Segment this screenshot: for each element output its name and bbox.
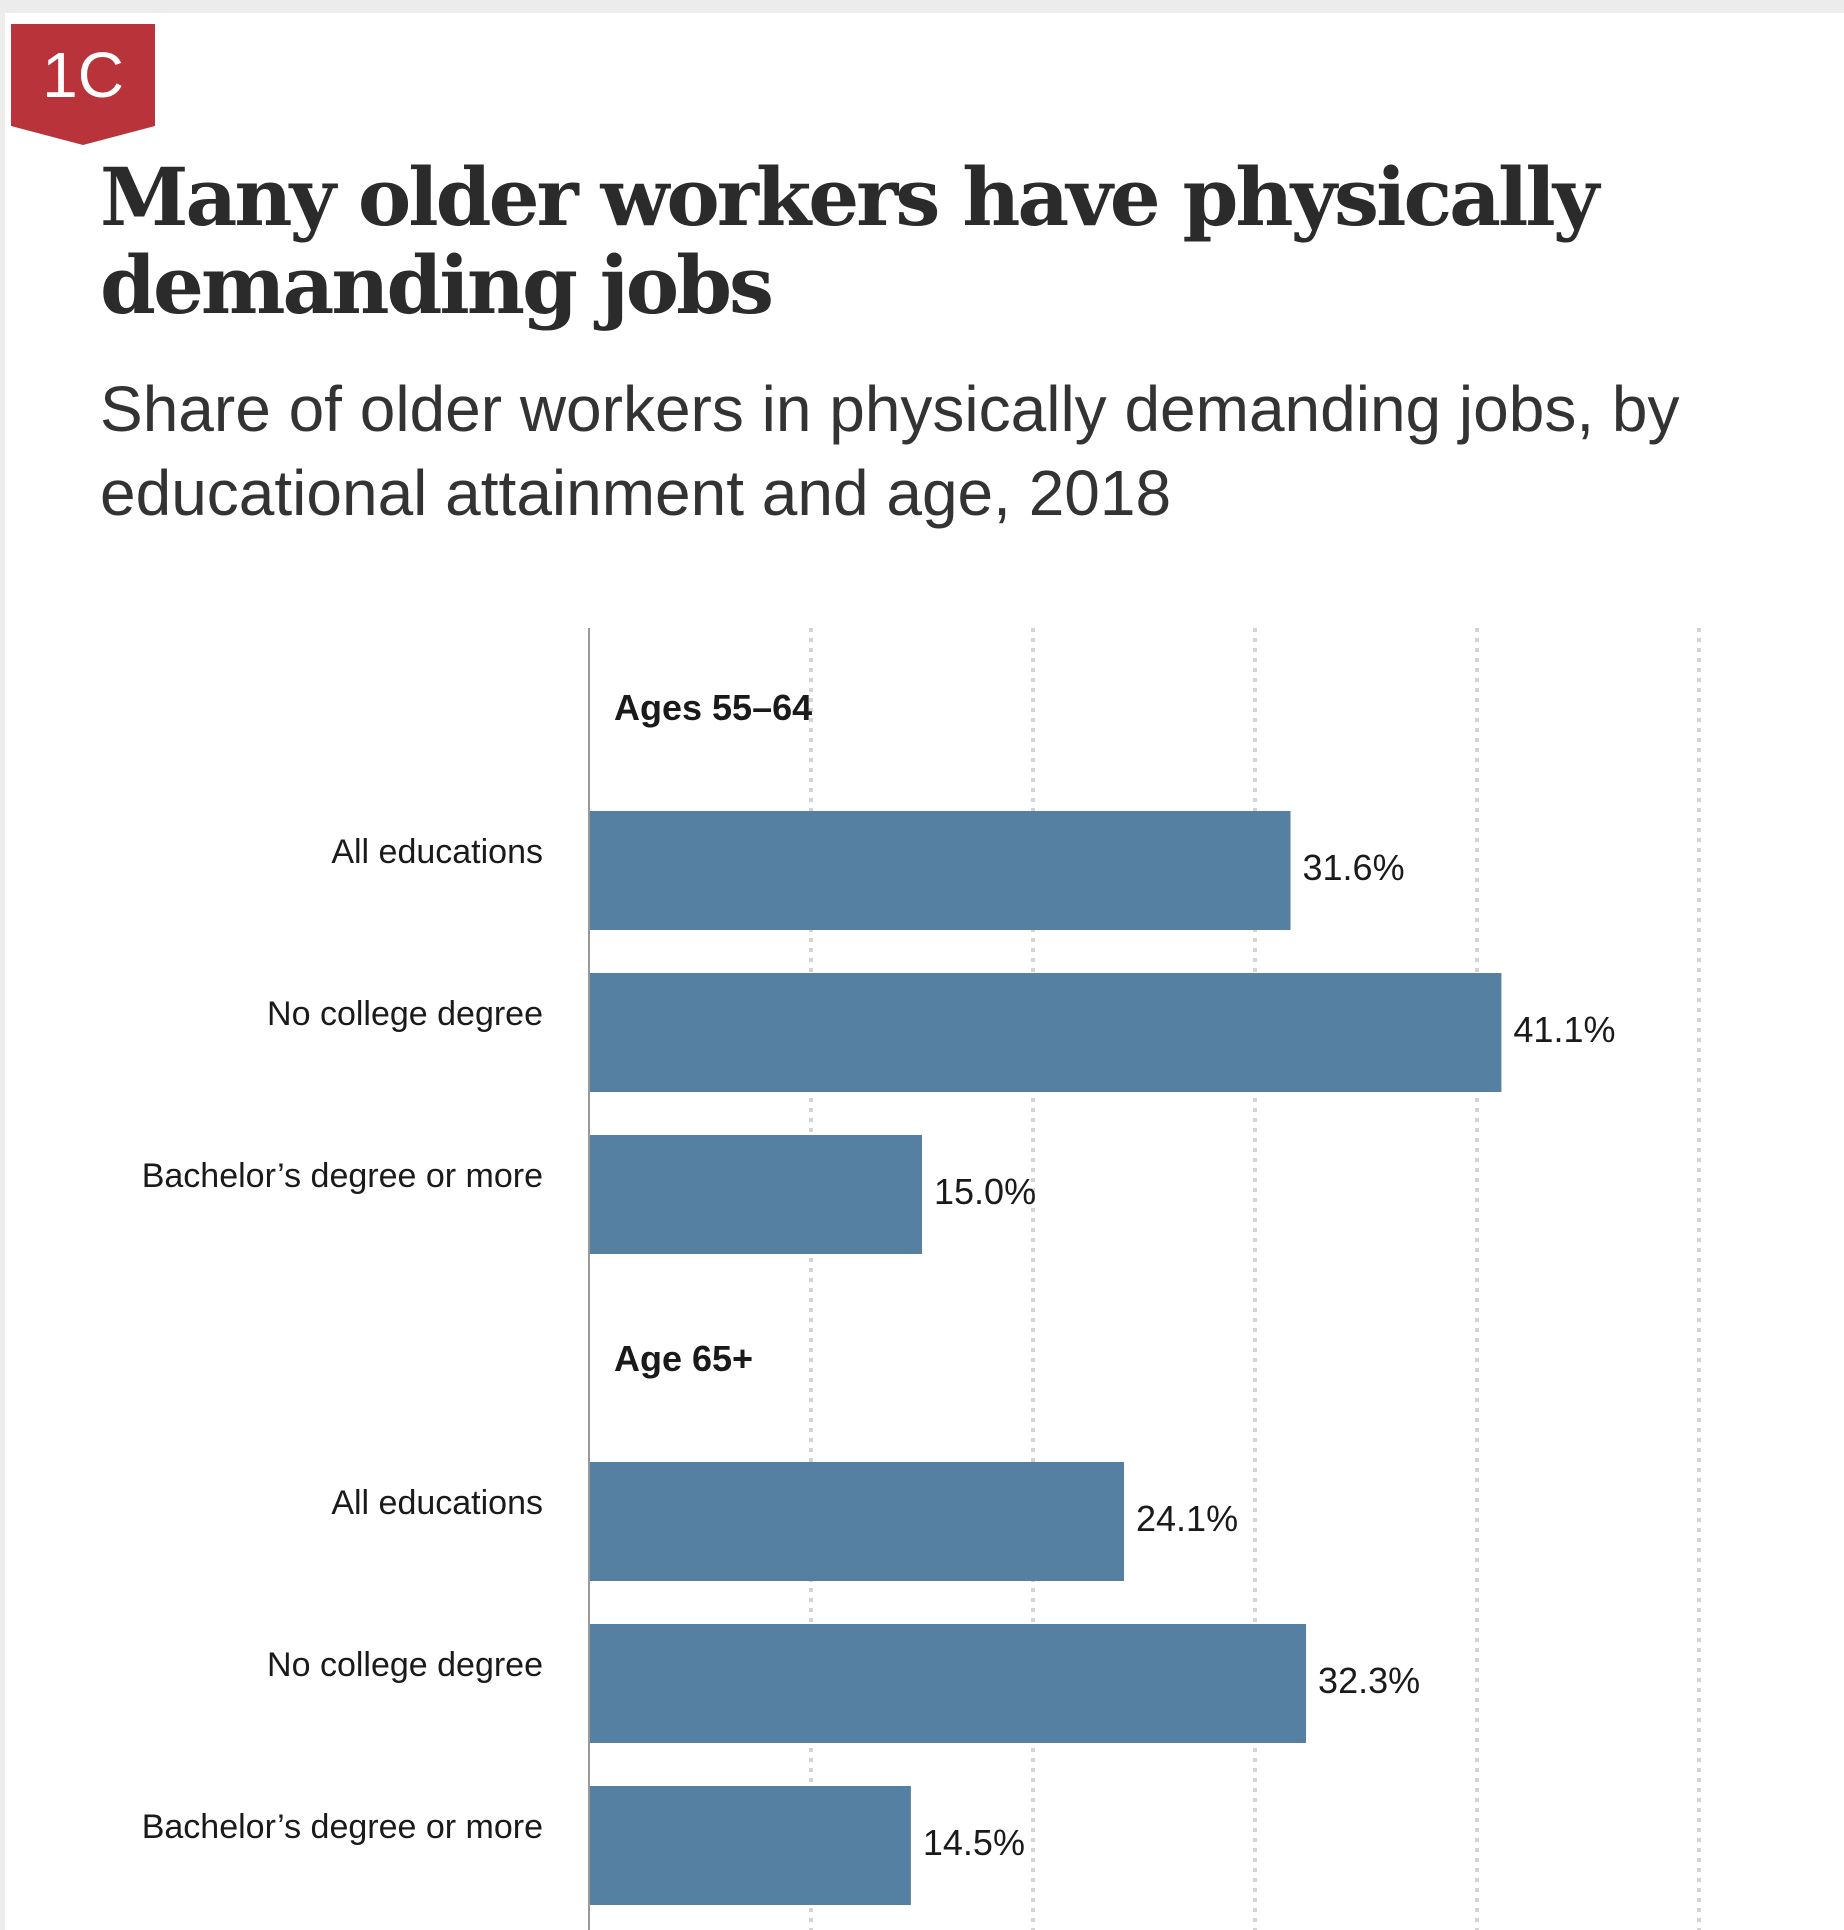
bar [589,1786,911,1905]
figure-badge: 1C [11,24,155,145]
labels: Ages 55–64 All educations 31.6% No college … [142,687,1616,1863]
group-label: Ages 55–64 [614,687,812,728]
gridlines [809,628,1701,1930]
bar [589,1135,922,1254]
badge-label: 1C [42,39,124,111]
value-label: 41.1% [1513,1009,1615,1050]
value-label: 24.1% [1136,1498,1238,1539]
bar [589,1462,1125,1581]
category-label: All educations [331,833,543,871]
chart-title: Many older workers have physically deman… [100,150,1599,332]
category-label: Bachelor’s degree or more [142,1808,543,1846]
badge-ribbon-shape [11,24,155,145]
bar [589,973,1502,1092]
chart-card: 1C Many older workers have physically de… [5,13,1844,1930]
category-label: Bachelor’s degree or more [142,1157,543,1195]
chart-subtitle: Share of older workers in physically dem… [100,373,1680,529]
bars [589,811,1502,1905]
value-label: 31.6% [1303,847,1405,888]
category-label: No college degree [267,1646,543,1684]
value-label: 14.5% [923,1822,1025,1863]
value-label: 32.3% [1318,1660,1420,1701]
bar [589,1624,1307,1743]
group-label: Age 65+ [614,1338,753,1379]
category-label: All educations [331,1484,543,1522]
value-label: 15.0% [934,1171,1036,1212]
bar [589,811,1291,930]
category-label: No college degree [267,995,543,1033]
